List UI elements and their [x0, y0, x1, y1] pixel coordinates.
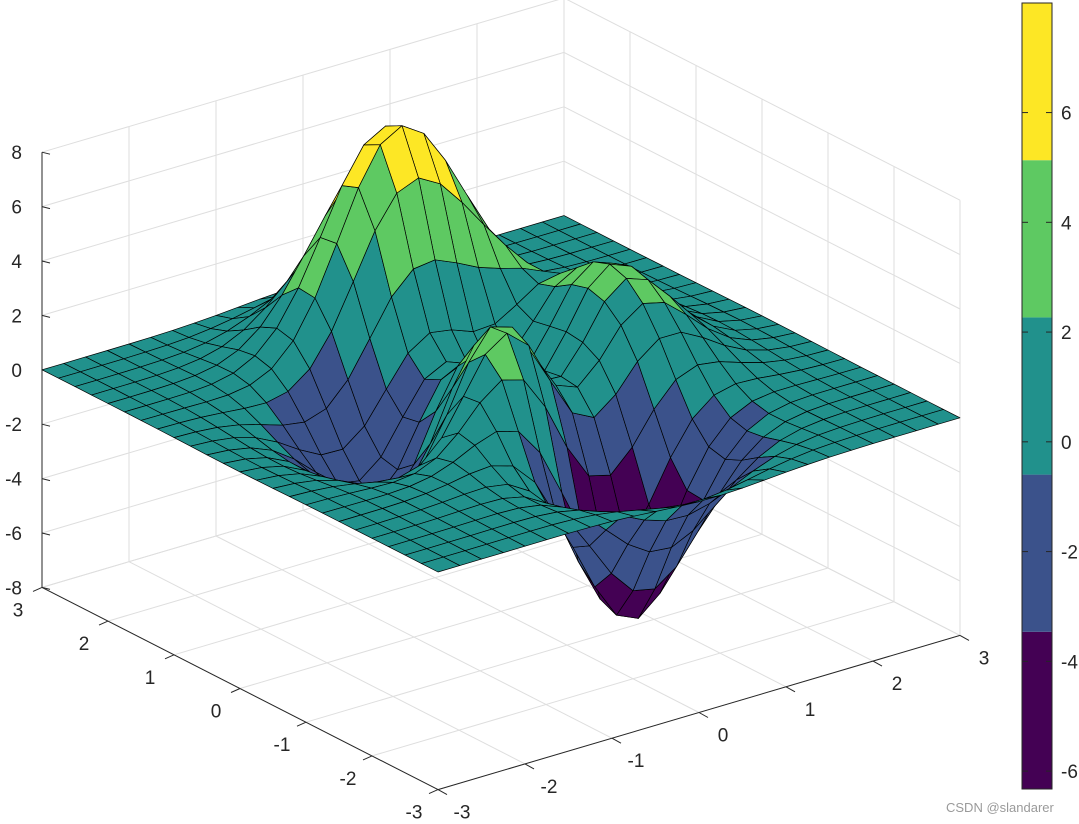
x-tick-mark: [698, 712, 709, 718]
surface-face: [379, 125, 419, 194]
colorbar-band: [1022, 317, 1052, 475]
side-wall-gridline-z: [566, 0, 961, 201]
colorbar-band: [1022, 631, 1052, 789]
y-tick-label: -3: [406, 803, 423, 824]
x-tick-label: 2: [892, 674, 903, 695]
x-tick-label: -3: [454, 803, 471, 824]
colorbar-tick-label: 2: [1061, 323, 1072, 344]
z-tick-label: 4: [11, 252, 22, 273]
colorbar-tick-label: -2: [1061, 543, 1078, 564]
floor-gridline-y: [305, 567, 829, 723]
colorbar-tick-label: -4: [1061, 652, 1078, 673]
y-tick-mark: [230, 688, 241, 693]
y-tick-label: 2: [79, 634, 90, 655]
y-tick-mark: [32, 586, 43, 592]
y-tick-label: -1: [274, 735, 291, 756]
colorbar: -6 -4 -2 0 2 4 6: [1021, 2, 1078, 790]
x-tick-mark: [959, 634, 970, 641]
z-tick-label: 6: [11, 198, 22, 219]
z-tick-label: -4: [5, 470, 22, 491]
back-wall-gridline-z: [41, 160, 565, 316]
colorbar-tick-label: 4: [1061, 213, 1072, 234]
z-tick-label: -8: [5, 578, 22, 599]
y-tick-mark: [428, 789, 439, 795]
colorbar-band: [1022, 160, 1052, 318]
colorbar-tick-label: -6: [1061, 762, 1078, 783]
z-tick-mark: [41, 423, 51, 427]
x-tick-mark: [785, 686, 796, 693]
back-wall-gridline-z: [41, 51, 565, 208]
colorbar-frame: [1021, 2, 1053, 790]
z-tick-label: -2: [5, 415, 22, 436]
x-tick-label: -1: [628, 751, 645, 772]
z-tick-label: -6: [5, 524, 22, 545]
x-tick-mark: [437, 789, 448, 796]
surface-mesh: [41, 125, 961, 619]
y-tick-label: -2: [340, 769, 357, 790]
y-tick-label: 1: [145, 668, 156, 689]
side-wall-gridline-z: [563, 51, 961, 256]
z-tick-mark: [41, 478, 51, 482]
z-tick-label: 2: [11, 306, 22, 327]
colorbar-tick-label: 0: [1061, 433, 1072, 454]
tick-labels: -8 -6 -4 -2 0 2 4 6 8 -3 -2 -1 0 1 2 3 -3 -2 -1 0 1 2 3: [5, 143, 989, 823]
floor-gridline-y: [239, 533, 763, 689]
y-tick-label: 3: [13, 600, 24, 621]
side-wall-gridline-z: [563, 106, 961, 310]
y-tick-mark: [296, 721, 307, 727]
z-tick-mark: [41, 532, 51, 536]
x-tick-label: 3: [979, 648, 990, 669]
z-tick-mark: [41, 586, 51, 590]
back-wall-gridline-z: [41, 0, 559, 153]
z-tick-mark: [41, 314, 51, 318]
y-tick-mark: [362, 755, 373, 761]
surface-face: [620, 303, 660, 362]
x-tick-mark: [872, 660, 883, 667]
x-tick-label: 0: [718, 726, 729, 747]
z-tick-label: 8: [11, 143, 22, 164]
x-tick-label: 1: [805, 700, 816, 721]
y-tick-mark: [98, 620, 109, 626]
back-wall-gridline-z: [41, 106, 565, 262]
x-tick-mark: [611, 737, 622, 744]
watermark: CSDN @slandarer: [946, 800, 1054, 815]
z-tick-label: 0: [11, 361, 22, 382]
x-tick-label: -2: [541, 777, 558, 798]
y-tick-mark: [164, 654, 175, 660]
z-tick-mark: [41, 206, 51, 210]
colorbar-band: [1022, 474, 1052, 632]
surface-face: [421, 556, 461, 573]
colorbar-band: [1022, 3, 1052, 161]
x-tick-mark: [524, 763, 535, 770]
z-tick-mark: [41, 151, 51, 155]
colorbar-tick-label: 6: [1061, 104, 1072, 125]
side-wall-gridline-z: [563, 160, 961, 364]
z-tick-mark: [41, 260, 51, 264]
floor-gridline-y: [371, 601, 895, 757]
y-tick-label: 0: [211, 702, 222, 723]
